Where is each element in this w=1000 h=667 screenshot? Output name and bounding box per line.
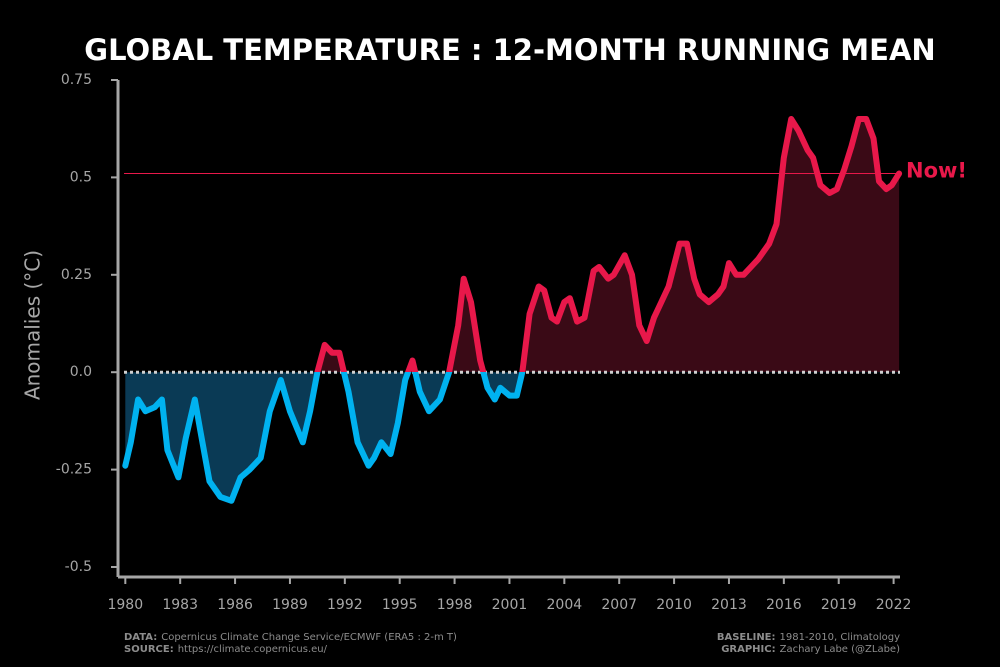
x-tick-label: 2004 [547,597,583,613]
y-tick-label: 0.0 [70,364,92,380]
x-tick-label: 1989 [272,597,308,613]
y-tick-label: -0.5 [65,559,92,575]
footer-note: GRAPHIC: Zachary Labe (@ZLabe) [721,644,900,655]
x-tick-label: 2016 [766,597,802,613]
footer-note: DATA: Copernicus Climate Change Service/E… [124,632,457,643]
note-label: BASELINE: [717,632,776,643]
chart-title: GLOBAL TEMPERATURE : 12-MONTH RUNNING ME… [84,33,935,67]
y-tick-label: 0.75 [61,72,92,88]
x-tick-label: 1992 [327,597,363,613]
footer-note: SOURCE: https://climate.copernicus.eu/ [124,644,328,655]
x-tick-label: 1995 [382,597,418,613]
note-label: SOURCE: [124,644,174,655]
note-label: GRAPHIC: [721,644,775,655]
x-tick-label: 2022 [876,597,912,613]
x-tick-label: 1983 [162,597,198,613]
y-tick-label: -0.25 [56,462,92,478]
note-label: DATA: [124,632,157,643]
note-text: Zachary Labe (@ZLabe) [780,644,900,655]
note-text: Copernicus Climate Change Service/ECMWF … [161,632,457,643]
now-label: Now! [906,159,967,183]
x-tick-label: 1986 [217,597,253,613]
line [122,116,903,504]
y-tick-label: 0.5 [70,169,92,185]
x-tick-label: 2010 [656,597,692,613]
x-tick-label: 1980 [107,597,143,613]
y-axis-label: Anomalies (°C) [21,250,45,400]
x-tick-label: 2013 [711,597,747,613]
footer-note: BASELINE: 1981-2010, Climatology [717,632,900,643]
x-tick-label: 1998 [437,597,473,613]
note-text: 1981-2010, Climatology [780,632,901,643]
area-fill [125,119,900,501]
x-tick-label: 2019 [821,597,857,613]
y-tick-label: 0.25 [61,267,92,283]
note-text: https://climate.copernicus.eu/ [178,644,328,655]
x-tick-label: 2007 [601,597,637,613]
x-tick-label: 2001 [492,597,528,613]
